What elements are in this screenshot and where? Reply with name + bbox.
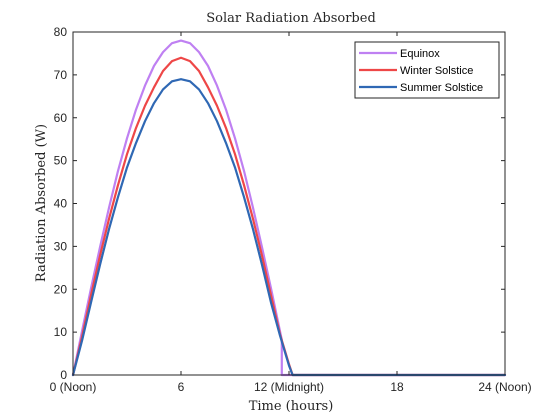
y-tick-label: 0 — [60, 368, 67, 382]
x-tick-label: 6 — [178, 380, 185, 394]
y-tick-label: 40 — [54, 197, 68, 211]
y-tick-label: 80 — [54, 25, 68, 39]
legend-entry-label: Winter Solstice — [400, 65, 473, 77]
y-tick-label: 60 — [54, 111, 68, 125]
x-tick-label: 12 (Midnight) — [254, 380, 324, 394]
x-tick-label: 18 — [390, 380, 404, 394]
x-axis-label: Time (hours) — [249, 399, 334, 414]
chart-title: Solar Radiation Absorbed — [206, 11, 376, 26]
y-axis-label: Radiation Absorbed (W) — [34, 124, 49, 282]
y-tick-label: 70 — [54, 68, 68, 82]
y-axis-ticks: 0 10 20 30 40 50 60 70 80 — [54, 25, 505, 382]
x-tick-label: 24 (Noon) — [478, 380, 531, 394]
x-axis-ticks: 0 (Noon) 6 12 (Midnight) 18 24 (Noon) — [50, 32, 532, 394]
legend-entry-label: Equinox — [400, 48, 440, 60]
legend: Equinox Winter Solstice Summer Solstice — [354, 41, 500, 99]
y-tick-label: 50 — [54, 154, 68, 168]
x-tick-label: 0 (Noon) — [50, 380, 97, 394]
y-tick-label: 20 — [54, 282, 68, 296]
y-tick-label: 30 — [54, 239, 68, 253]
y-tick-label: 10 — [54, 325, 68, 339]
legend-entry-label: Summer Solstice — [400, 82, 483, 94]
